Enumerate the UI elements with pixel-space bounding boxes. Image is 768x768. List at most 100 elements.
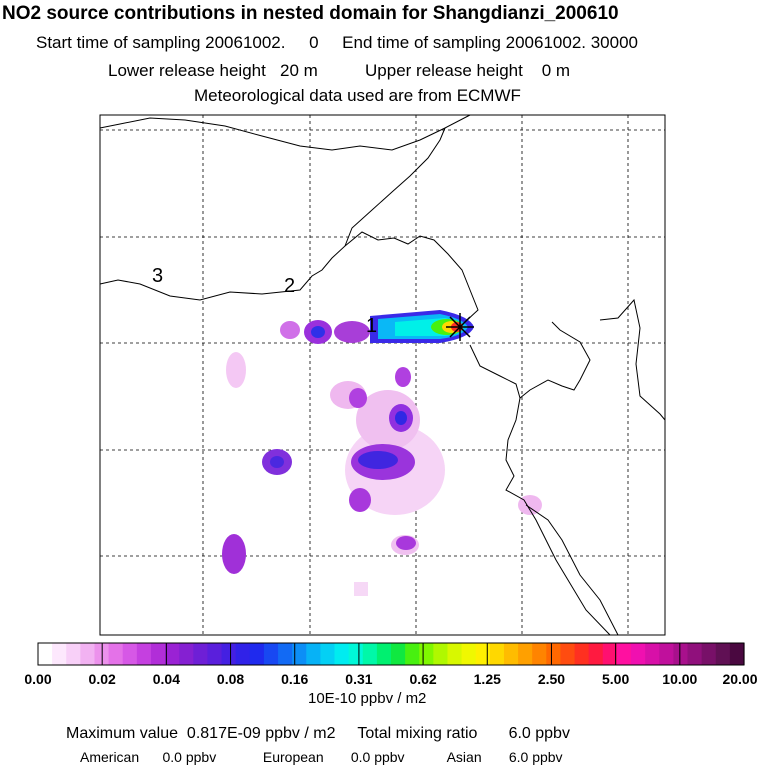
colorbar-cell-30 (461, 643, 477, 665)
colorbar-cell-36 (546, 643, 562, 665)
colorbar-cell-18 (292, 643, 307, 665)
european-value: 0.0 ppbv (350, 749, 405, 765)
colorbar-cell-26 (405, 643, 420, 665)
colorbar-tick-label: 0.16 (281, 671, 308, 687)
colorbar-cell-23 (362, 643, 378, 665)
colorbar-cell-38 (574, 643, 590, 665)
max-value: Maximum value 0.817E-09 ppbv / m2 (66, 725, 336, 742)
colorbar-tick-label: 0.00 (24, 671, 51, 687)
coast-northeast (99, 127, 446, 301)
colorbar-cell-12 (207, 643, 223, 665)
blob-center-1 (349, 388, 367, 408)
plot-frame (99, 114, 666, 636)
american-value: 0.0 ppbv (162, 749, 217, 765)
colorbar-cell-28 (433, 643, 449, 665)
colorbar-cell-6 (122, 643, 138, 665)
colorbar-cell-15 (249, 643, 265, 665)
colorbar-cell-8 (150, 643, 166, 665)
core-center (395, 411, 407, 425)
colorbar-cell-33 (503, 643, 519, 665)
colorbar-cell-40 (602, 643, 618, 665)
colorbar-tick-label: 0.02 (89, 671, 116, 687)
colorbar-cell-32 (489, 643, 505, 665)
colorbar-tick-label: 2.50 (538, 671, 565, 687)
colorbar-cell-10 (179, 643, 194, 665)
colorbar-tick-label: 0.08 (217, 671, 244, 687)
colorbar-cell-48 (715, 643, 731, 665)
colorbar-cell-47 (701, 643, 717, 665)
core-west (270, 456, 284, 468)
release-height-line: Lower release height 20 m Upper release … (108, 61, 571, 80)
colorbar-cell-16 (263, 643, 279, 665)
region-label-2: 2 (284, 275, 295, 297)
american-label: American (80, 749, 140, 765)
haze-5 (226, 352, 246, 388)
total-mixing-ratio: Total mixing ratio 6.0 ppbv (357, 725, 570, 742)
colorbar-cell-34 (518, 643, 533, 665)
colorbar-cell-31 (475, 643, 491, 665)
colorbar-cell-45 (673, 643, 689, 665)
coast-north (99, 114, 471, 151)
colorbar-cell-7 (136, 643, 152, 665)
stats-line-regions: American 0.0 ppbv European 0.0 ppbv Asia… (80, 749, 563, 765)
colorbar-cell-49 (729, 643, 745, 665)
colorbar (37, 642, 745, 666)
colorbar-ticks: 0.00 0.02 0.04 0.08 0.16 0.31 0.62 1.25 2.50 5.00… (24, 643, 758, 687)
colorbar-tick-label: 0.04 (153, 671, 180, 687)
stats-line-max-total: Maximum value 0.817E-09 ppbv / m2 Total … (66, 725, 570, 743)
colorbar-cell-46 (687, 643, 703, 665)
concentration-field (222, 310, 542, 596)
colorbar-cell-44 (659, 643, 674, 665)
asian-label: Asian (446, 749, 482, 765)
colorbar-cell-19 (306, 643, 321, 665)
sampling-time-line: Start time of sampling 20061002. 0 End t… (36, 33, 638, 52)
coast-yangtze (525, 504, 619, 636)
blob-center-2 (395, 367, 411, 387)
blob-far-sw (222, 534, 246, 574)
colorbar-cell-35 (532, 643, 547, 665)
colorbar-unit: 10E-10 ppbv / m2 (308, 690, 427, 707)
european-label: European (262, 749, 324, 765)
haze-7 (354, 582, 368, 596)
colorbar-cell-2 (66, 643, 81, 665)
colorbar-cell-29 (447, 643, 463, 665)
coastlines (99, 114, 666, 636)
chart-title: NO2 source contributions in nested domai… (2, 3, 619, 24)
colorbar-tick-label: 20.00 (722, 671, 757, 687)
colorbar-tick-label: 5.00 (602, 671, 629, 687)
blob-south-3 (396, 536, 416, 550)
colorbar-cell-21 (334, 643, 350, 665)
colorbar-cell-9 (165, 643, 180, 665)
colorbar-cell-20 (320, 643, 336, 665)
receptor-star-icon (446, 313, 474, 341)
colorbar-cell-17 (278, 643, 293, 665)
met-data-line: Meteorological data used are from ECMWF (194, 86, 521, 105)
blob-ne-corridor-west (280, 321, 300, 339)
colorbar-cell-27 (419, 643, 434, 665)
colorbar-tick-label: 0.62 (409, 671, 436, 687)
colorbar-cell-13 (221, 643, 237, 665)
asian-value: 6.0 ppbv (508, 749, 563, 765)
colorbar-tick-label: 0.31 (345, 671, 372, 687)
region-label-3: 3 (152, 265, 163, 287)
colorbar-cell-0 (38, 643, 53, 665)
grid-lines (100, 115, 665, 635)
haze-4 (518, 495, 542, 515)
coast-bay (469, 321, 591, 399)
colorbar-cell-5 (108, 643, 124, 665)
coast-east (599, 298, 666, 421)
colorbar-cell-24 (376, 643, 392, 665)
colorbar-cell-1 (52, 643, 67, 665)
colorbar-cell-41 (616, 643, 632, 665)
core-south (358, 451, 398, 469)
region-label-1: 1 (366, 315, 377, 337)
coast-ne-detail (344, 231, 479, 323)
colorbar-cell-39 (588, 643, 604, 665)
colorbar-cell-11 (193, 643, 209, 665)
blob-south-2 (349, 488, 371, 512)
colorbar-cell-37 (560, 643, 576, 665)
colorbar-tick-label: 10.00 (662, 671, 697, 687)
coast-shandong (505, 397, 611, 636)
colorbar-cell-3 (80, 643, 96, 665)
